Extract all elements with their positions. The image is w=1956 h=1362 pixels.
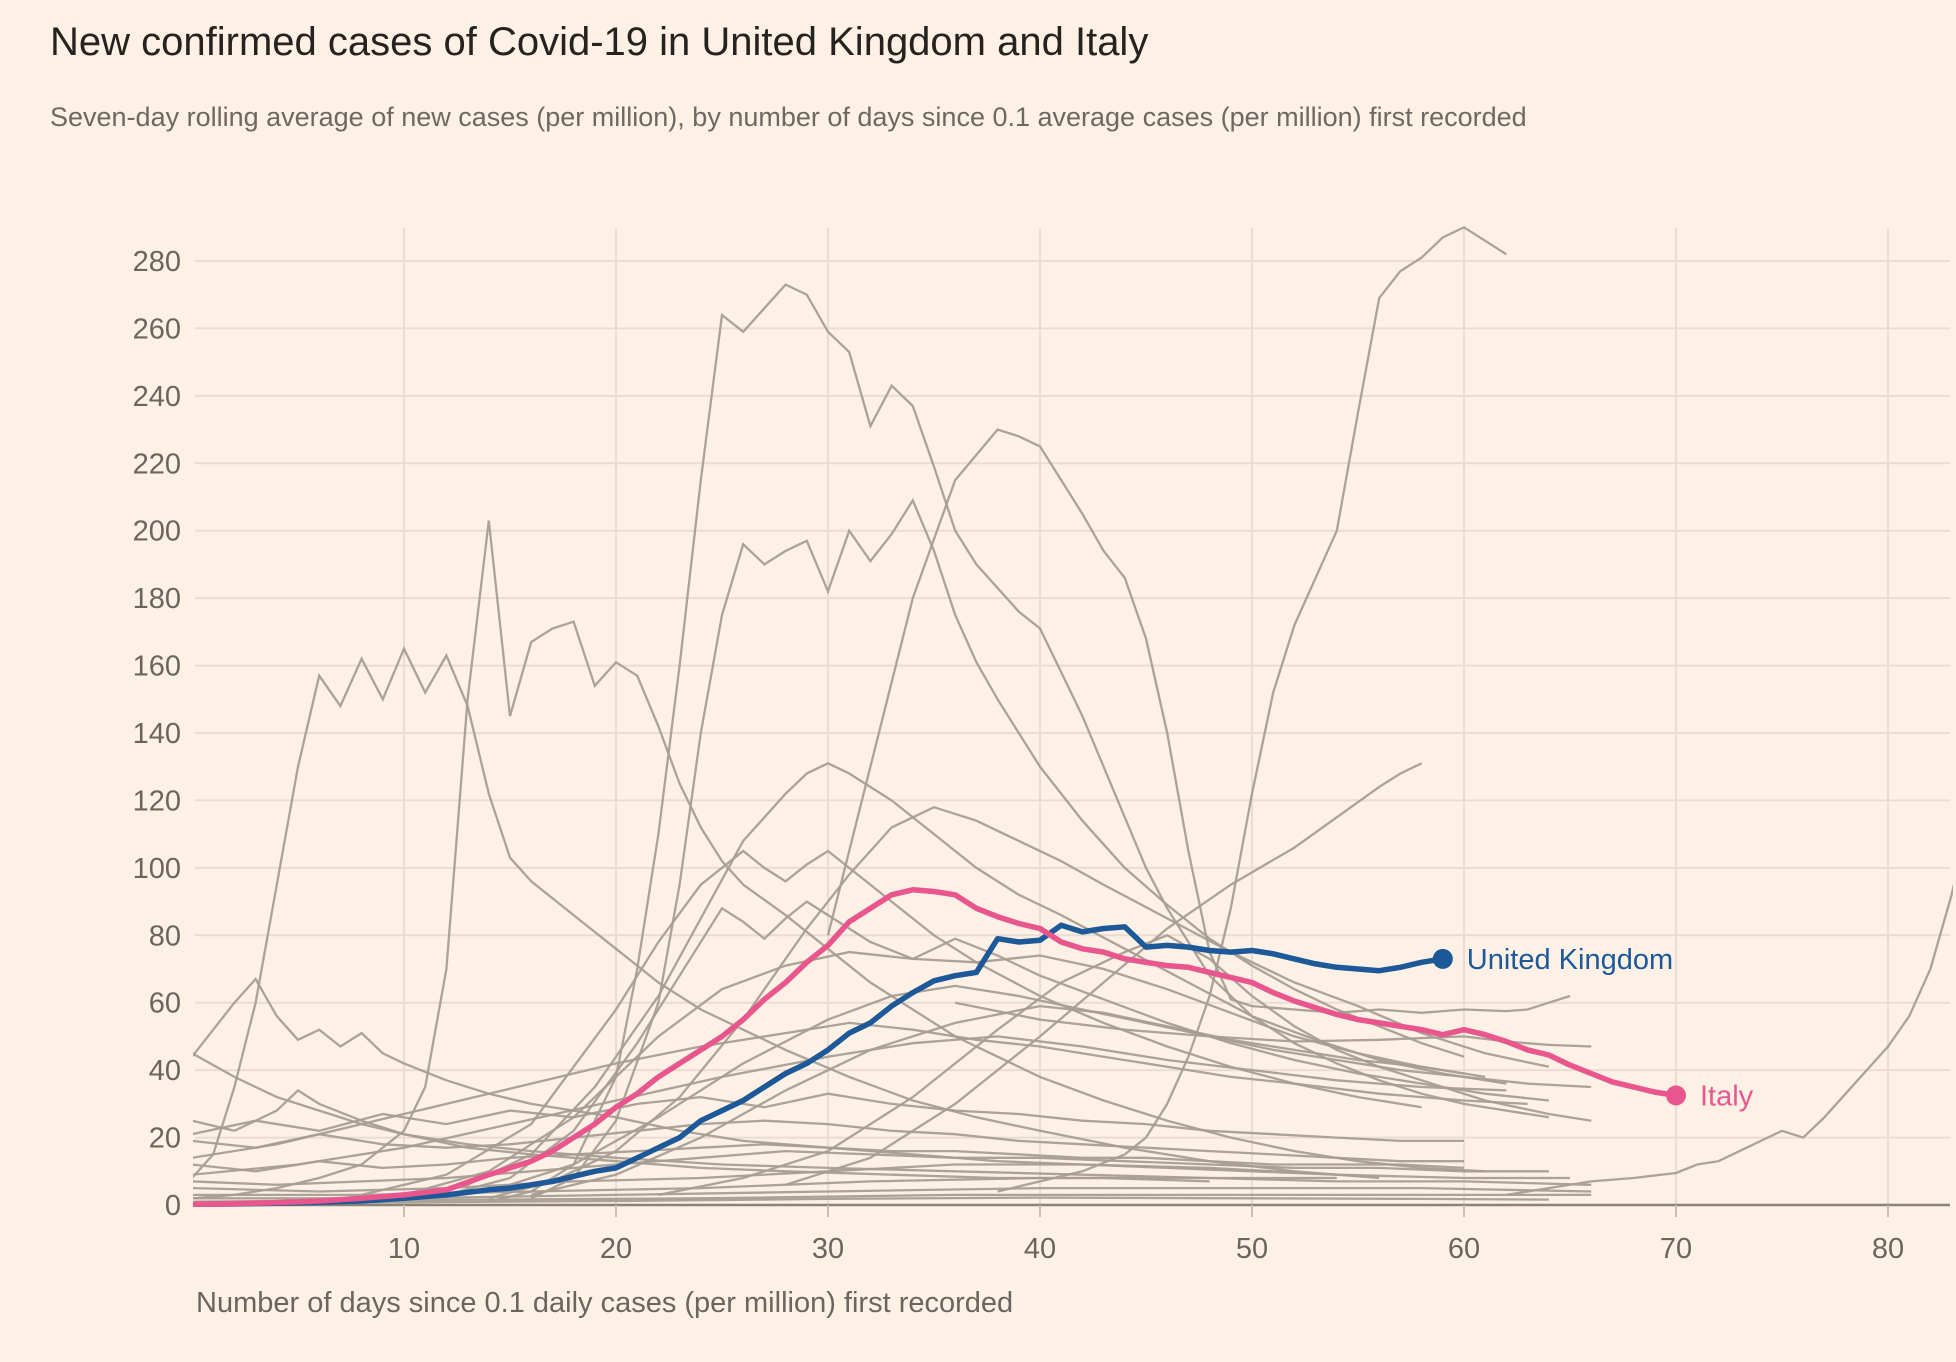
background-country-line [193, 520, 1486, 1200]
y-tick-label: 60 [149, 988, 181, 1020]
italy-endpoint-dot [1666, 1085, 1686, 1106]
uk-line-label: United Kingdom [1467, 944, 1673, 976]
italy-line-group [193, 887, 1679, 1207]
background-country-line [193, 1092, 1464, 1143]
background-country-line [826, 428, 1571, 1014]
y-tick-label: 80 [149, 920, 181, 952]
x-tick-label: 60 [1448, 1233, 1480, 1265]
y-tick-label: 140 [133, 718, 181, 750]
background-country-line [403, 950, 1486, 1197]
uk-line [193, 922, 1446, 1207]
x-tick-label: 70 [1660, 1233, 1692, 1265]
y-tick-label: 100 [133, 853, 181, 885]
y-tick-label: 220 [133, 448, 181, 480]
y-tick-label: 280 [133, 246, 181, 278]
chart-subtitle: Seven-day rolling average of new cases (… [50, 102, 1527, 132]
background-lines-group [193, 225, 1953, 1205]
y-tick-label: 200 [133, 516, 181, 548]
background-country-line [193, 1088, 1210, 1183]
background-country-line [446, 900, 1549, 1197]
uk-line-group [193, 922, 1446, 1207]
y-tick-label: 180 [133, 583, 181, 615]
background-country-line [785, 762, 1423, 1186]
x-tick-label: 80 [1872, 1233, 1904, 1265]
y-tick-label: 260 [133, 313, 181, 345]
background-country-line [193, 1052, 1337, 1180]
x-tick-label: 10 [388, 1233, 420, 1265]
y-tick-label: 160 [133, 651, 181, 683]
background-country-line [403, 762, 1507, 1200]
background-country-line [530, 497, 1465, 1200]
background-country-line [193, 1193, 1592, 1203]
background-country-line [193, 1035, 1507, 1176]
uk-endpoint-dot [1432, 948, 1453, 969]
chart-title: New confirmed cases of Covid-19 in Unite… [50, 20, 1149, 64]
y-tick-label: 120 [133, 785, 181, 817]
background-country-line [193, 1149, 1549, 1186]
background-country-line [193, 1119, 1464, 1163]
y-tick-label: 40 [149, 1055, 181, 1087]
italy-line-label: Italy [1700, 1080, 1754, 1112]
background-country-line [361, 849, 1422, 1197]
y-tick-label: 240 [133, 381, 181, 413]
background-country-line [1506, 883, 1953, 1197]
background-country-line [193, 1021, 1528, 1159]
background-country-line [193, 1196, 1549, 1205]
background-country-line [530, 1004, 1465, 1197]
x-tick-label: 40 [1024, 1233, 1056, 1265]
x-tick-label: 20 [600, 1233, 632, 1265]
background-country-line [193, 645, 1380, 1180]
x-tick-label: 50 [1236, 1233, 1268, 1265]
italy-line [193, 887, 1679, 1207]
background-country-line [193, 1163, 1570, 1193]
x-tick-label: 30 [812, 1233, 844, 1265]
y-tick-label: 20 [149, 1123, 181, 1155]
y-tick-label: 0 [165, 1190, 181, 1222]
background-country-line [954, 1001, 1592, 1048]
background-country-line [193, 1143, 1465, 1173]
x-axis-title: Number of days since 0.1 daily cases (pe… [196, 1287, 1013, 1319]
